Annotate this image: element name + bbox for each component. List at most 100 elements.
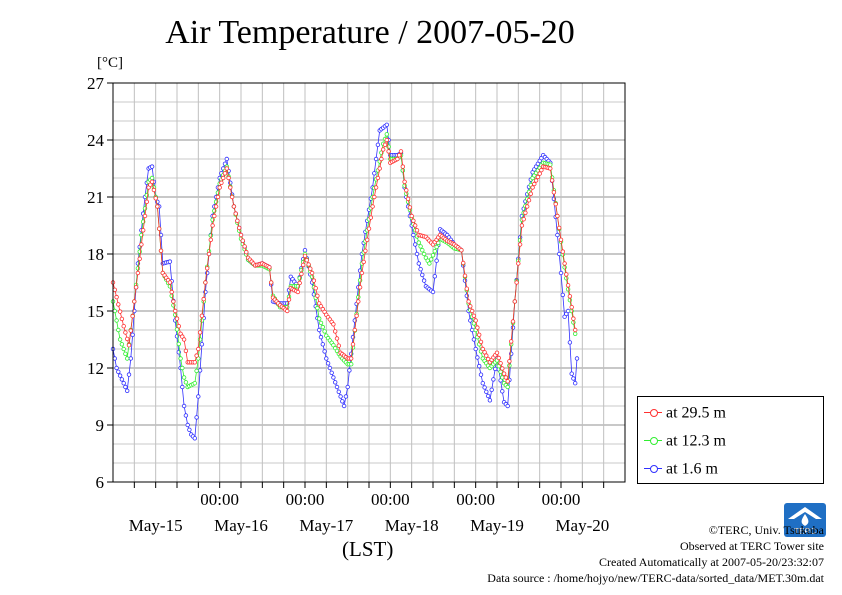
data-point (210, 223, 215, 228)
data-point (549, 178, 555, 183)
data-point (144, 199, 149, 204)
data-point (340, 399, 345, 404)
data-point (112, 356, 117, 361)
data-point (519, 223, 525, 228)
data-point (124, 356, 130, 361)
data-point (379, 156, 384, 162)
data-point (532, 181, 537, 187)
logo-text: TERC (794, 527, 816, 536)
data-point (313, 286, 318, 291)
data-point (222, 171, 228, 176)
data-point (487, 398, 493, 403)
observed-text: Observed at TERC Tower site (679, 539, 824, 553)
data-point (564, 272, 569, 277)
legend: at 29.5 m at 12.3 m at 1.6 m (637, 396, 824, 484)
data-point (558, 237, 564, 242)
data-point (156, 226, 162, 231)
data-point (149, 179, 155, 184)
data-point (361, 259, 366, 265)
data-point (299, 271, 304, 277)
data-point (565, 308, 571, 314)
data-point (158, 248, 164, 253)
data-point (329, 370, 334, 375)
data-point (557, 251, 562, 257)
legend-item-29-5m: at 29.5 m (644, 404, 726, 424)
data-point (562, 261, 567, 266)
data-point (384, 137, 389, 143)
data-point (212, 213, 217, 219)
date-label: May-15 (129, 516, 183, 535)
date-label: May-20 (555, 516, 609, 535)
data-point (114, 365, 119, 371)
data-point (373, 185, 379, 190)
data-point (498, 361, 503, 366)
x-axis-label: (LST) (342, 537, 394, 561)
y-axis-unit-label: [°C] (97, 55, 123, 71)
data-point (128, 356, 133, 361)
data-point (208, 237, 213, 242)
data-point (194, 368, 199, 374)
data-point (530, 185, 535, 190)
data-point (121, 381, 126, 386)
data-point (363, 248, 368, 253)
data-point (352, 327, 357, 333)
data-point (539, 167, 544, 173)
data-point (366, 226, 372, 231)
x-tick-label: 00:00 (371, 490, 410, 509)
data-point (407, 205, 413, 210)
data-point (350, 342, 356, 347)
data-point (117, 373, 123, 378)
data-point (169, 289, 174, 295)
data-point (525, 204, 530, 209)
data-point (564, 276, 569, 281)
legend-label: at 29.5 m (666, 404, 726, 422)
data-point (117, 337, 123, 342)
data-point (181, 403, 187, 409)
data-point (375, 142, 381, 147)
data-point (384, 122, 389, 127)
data-point (204, 270, 210, 276)
data-point (130, 313, 135, 319)
data-point (386, 149, 391, 154)
data-point (500, 375, 505, 380)
data-point (420, 247, 425, 253)
data-point (320, 342, 325, 347)
credits: ©TERC, Univ. Tsukuba Observed at TERC To… (487, 522, 824, 586)
data-point (507, 359, 512, 364)
data-point (405, 196, 411, 202)
data-point (411, 218, 416, 223)
data-point (228, 185, 233, 190)
data-point (528, 191, 533, 196)
data-point (469, 327, 475, 333)
data-point (116, 302, 121, 307)
data-point (336, 389, 341, 394)
series-layer (110, 122, 580, 441)
data-point (523, 210, 528, 215)
data-point (477, 332, 482, 337)
data-point (430, 253, 436, 258)
data-point (199, 342, 205, 347)
data-point (124, 388, 130, 393)
data-point (395, 156, 400, 162)
data-point (325, 361, 331, 366)
data-point (306, 262, 311, 267)
data-point (167, 280, 173, 285)
legend-marker-red (644, 408, 662, 418)
date-label: May-17 (299, 516, 353, 535)
data-point (432, 248, 437, 254)
data-point (571, 316, 576, 321)
data-point (485, 393, 491, 399)
data-point (183, 413, 189, 418)
terc-logo: TERC (784, 503, 826, 537)
data-point (174, 316, 180, 321)
data-point (295, 289, 301, 295)
data-point (317, 327, 322, 333)
data-point (142, 213, 148, 219)
x-tick-label: 00:00 (542, 490, 581, 509)
data-point (333, 380, 338, 385)
data-point (180, 384, 185, 390)
data-point (192, 360, 197, 365)
data-point (121, 346, 126, 352)
data-point (318, 320, 324, 326)
data-point (112, 287, 117, 292)
